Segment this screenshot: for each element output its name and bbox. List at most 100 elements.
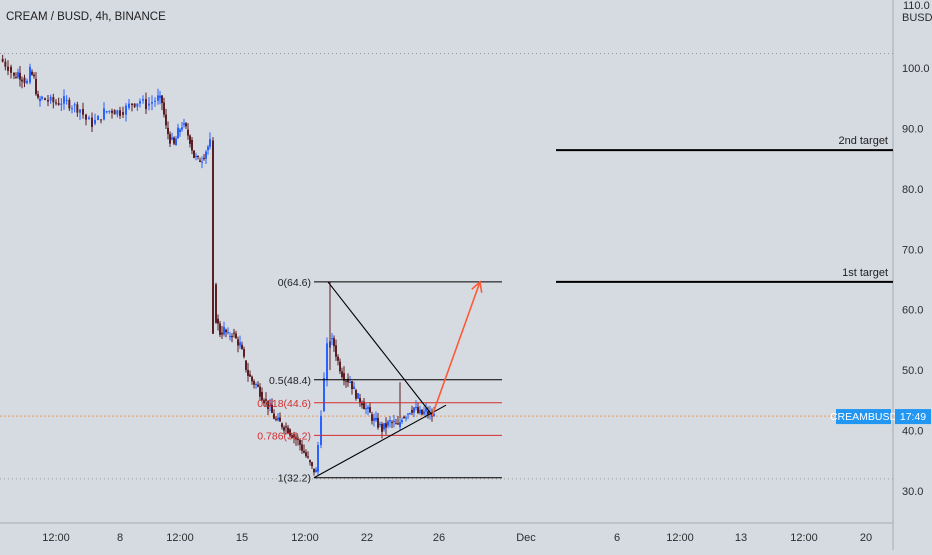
candle-body (293, 434, 295, 438)
candle-body (399, 422, 401, 427)
candle-body (142, 99, 144, 101)
candle-body (341, 371, 343, 378)
x-tick-label-9: 12:00 (666, 532, 694, 544)
candle-body (243, 349, 245, 357)
x-tick-label-0: 12:00 (42, 532, 70, 544)
candle-body (373, 417, 375, 421)
candle-body (411, 410, 413, 413)
candle-body (337, 356, 339, 361)
candle-body (100, 119, 102, 121)
candle-body (265, 399, 267, 401)
candle-body (299, 440, 301, 445)
candle-body (68, 99, 71, 109)
candle-body (385, 423, 387, 428)
candle-body (205, 151, 207, 159)
target-label-1: 1st target (842, 267, 888, 279)
candle-body (413, 407, 415, 413)
candle-body (171, 137, 173, 140)
candle-body (301, 444, 303, 451)
candle-body (175, 138, 177, 146)
candle-body (287, 427, 289, 434)
x-tick-label-4: 12:00 (291, 532, 319, 544)
candle-body (381, 424, 383, 432)
candle-body (91, 117, 93, 127)
candle-body (389, 420, 391, 422)
candle-body (63, 96, 65, 104)
candle-body (159, 95, 161, 99)
candle-body (223, 326, 225, 335)
candle-body (191, 139, 193, 151)
candle-body (289, 429, 291, 436)
candle-body (79, 109, 81, 113)
fib-label-1: 0.5(48.4) (269, 375, 311, 387)
candle-body (255, 383, 257, 385)
candle-body (269, 404, 271, 406)
candle-body (113, 110, 116, 115)
candle-body (17, 72, 19, 78)
candle-body (26, 80, 28, 84)
candle-body (309, 460, 311, 463)
candle-body (283, 427, 285, 431)
target-label-0: 2nd target (838, 135, 888, 147)
candle-body (139, 101, 141, 104)
candle-body (357, 393, 359, 399)
x-tick-label-2: 12:00 (166, 532, 194, 544)
candle-body (179, 129, 181, 133)
candle-body (320, 415, 322, 446)
candle-body (39, 98, 41, 102)
triangle-upper-line (327, 281, 433, 416)
candle-body (363, 401, 365, 410)
candle-body (199, 160, 201, 162)
price-axis[interactable]: 100.0 90.0 80.0 70.0 60.0 50.0 40.0 30.0 (902, 63, 930, 498)
candle-body (317, 445, 319, 472)
candle-body (303, 450, 305, 453)
candle-body (349, 382, 351, 384)
candle-body (361, 402, 363, 406)
candle-body (267, 400, 269, 410)
candle-body (307, 456, 309, 458)
candle-body (19, 72, 21, 80)
candle-body (189, 135, 191, 144)
candle-body (333, 338, 335, 347)
dotted-levels (0, 52, 893, 480)
candle-body (297, 439, 299, 441)
candle-body (427, 411, 429, 415)
candle-body (326, 343, 328, 380)
candle-body (355, 390, 357, 399)
candle-body (88, 117, 90, 120)
candle-body (116, 110, 119, 115)
price-badge-countdown: 17:49 (900, 411, 926, 423)
candle-body (407, 413, 409, 415)
x-tick-label-7: Dec (516, 532, 536, 544)
candle-body (119, 110, 121, 116)
candle-body (197, 156, 199, 158)
candle-body (203, 158, 205, 160)
time-axis[interactable]: 12:00 8 12:00 15 12:00 22 26 Dec 6 12:00 13 12:00 20 (42, 532, 872, 544)
candle-body (239, 342, 241, 346)
candle-body (154, 100, 156, 102)
candle-body (403, 416, 405, 418)
candle-body (415, 407, 417, 409)
candle-body (195, 156, 197, 158)
candle-body (23, 77, 26, 84)
candle-body (215, 284, 217, 323)
candle-body (35, 78, 37, 95)
y-tick-label-1: 90.0 (902, 123, 923, 135)
target-lines: 2nd target 1st target (556, 135, 893, 283)
candle-body (423, 411, 425, 415)
candle-body (49, 97, 52, 101)
y-tick-label-3: 70.0 (902, 244, 923, 256)
candle-body (82, 109, 84, 115)
candle-body (271, 404, 273, 413)
candle-body (193, 150, 195, 158)
candle-body (323, 377, 325, 412)
candle-body (253, 381, 255, 385)
y-tick-label-6: 40.0 (902, 426, 923, 438)
candle-body (10, 66, 12, 73)
candle-body (367, 407, 369, 409)
candle-body (251, 376, 253, 382)
candle-body (165, 114, 167, 126)
candle-body (313, 468, 315, 473)
